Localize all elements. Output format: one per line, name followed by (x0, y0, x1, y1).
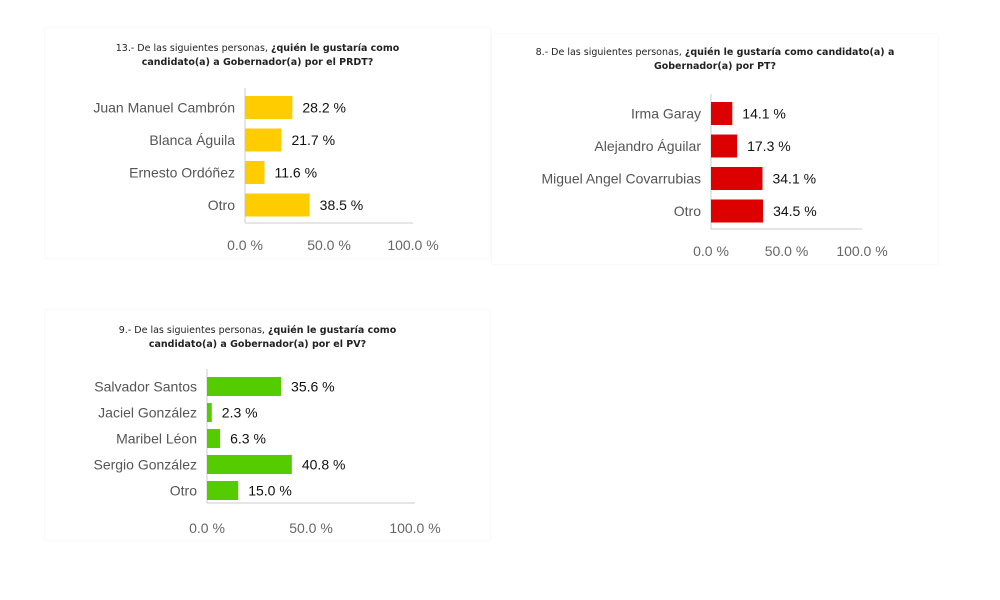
bar (207, 455, 292, 474)
category-label: Maribel Léon (116, 431, 197, 447)
x-tick-label: 50.0 % (307, 237, 351, 253)
chart-title-prefix: 13.- De las siguientes personas, (115, 43, 271, 54)
data-label: 2.3 % (222, 405, 258, 421)
chart-title-pv: 9.- De las siguientes personas, ¿quién l… (45, 324, 490, 352)
bar (207, 481, 239, 500)
category-label: Jaciel González (98, 405, 197, 421)
data-label: 14.1 % (742, 106, 786, 122)
bar-chart-pv: Salvador Santos 35.6 % Jaciel González 2.3 … (93, 369, 441, 536)
bar (245, 128, 282, 152)
chart-panel-prdt: 13.- De las siguientes personas, ¿quién … (45, 28, 490, 258)
chart-title-pt: 8.- De las siguientes personas, ¿quién l… (492, 46, 938, 74)
x-tick-label: 0.0 % (189, 520, 225, 536)
bar (207, 403, 212, 422)
chart-title-prefix: 8.- De las siguientes personas, (535, 47, 685, 58)
data-label: 35.6 % (291, 379, 335, 395)
chart-panel-pv: 9.- De las siguientes personas, ¿quién l… (45, 310, 490, 540)
category-label: Otro (170, 483, 197, 499)
category-label: Blanca Águila (149, 132, 235, 148)
bar (711, 134, 738, 158)
chart-title-question: ¿quién le gustaría como candidato(a) a G… (653, 47, 895, 72)
data-label: 17.3 % (747, 138, 791, 154)
data-label: 38.5 % (320, 197, 364, 213)
category-label: Sergio González (93, 457, 197, 473)
chart-panel-pt: 8.- De las siguientes personas, ¿quién l… (492, 34, 938, 264)
chart-title-question: ¿quién le gustaría como candidato(a) a G… (141, 43, 400, 68)
category-label: Ernesto Ordóñez (129, 165, 235, 181)
category-label: Otro (674, 203, 701, 219)
bar-chart-pt: Irma Garay 14.1 % Alejandro Águilar 17.3 % M… (541, 94, 888, 259)
category-label: Miguel Angel Covarrubias (541, 171, 701, 187)
category-label: Alejandro Águilar (594, 138, 701, 154)
x-tick-label: 100.0 % (387, 237, 438, 253)
chart-title-prefix: 9.- De las siguientes personas, (118, 325, 268, 336)
category-label: Juan Manuel Cambrón (93, 100, 235, 116)
bar (207, 429, 221, 448)
x-tick-label: 50.0 % (765, 243, 809, 259)
bar (711, 102, 733, 125)
x-tick-label: 100.0 % (389, 520, 440, 536)
category-label: Otro (208, 197, 235, 213)
chart-title-question: ¿quién le gustaría como candidato(a) a G… (148, 325, 397, 350)
data-label: 40.8 % (302, 457, 346, 473)
data-label: 21.7 % (291, 132, 335, 148)
x-tick-label: 50.0 % (289, 520, 333, 536)
data-label: 34.5 % (773, 203, 817, 219)
data-label: 28.2 % (302, 100, 346, 116)
x-tick-label: 0.0 % (227, 237, 263, 253)
bar (245, 96, 293, 119)
chart-title-prdt: 13.- De las siguientes personas, ¿quién … (45, 42, 490, 70)
data-label: 11.6 % (274, 165, 317, 181)
data-label: 34.1 % (772, 171, 816, 187)
bar (711, 199, 764, 223)
data-label: 6.3 % (230, 431, 266, 447)
bar (207, 377, 282, 396)
bar (245, 193, 310, 217)
x-tick-label: 0.0 % (693, 243, 729, 259)
category-label: Salvador Santos (94, 379, 197, 395)
x-tick-label: 100.0 % (836, 243, 887, 259)
bar-chart-prdt: Juan Manuel Cambrón 28.2 % Blanca Águila 21… (93, 88, 439, 253)
category-label: Irma Garay (631, 106, 701, 122)
data-label: 15.0 % (248, 483, 292, 499)
bar (245, 161, 265, 184)
bar (711, 167, 763, 190)
